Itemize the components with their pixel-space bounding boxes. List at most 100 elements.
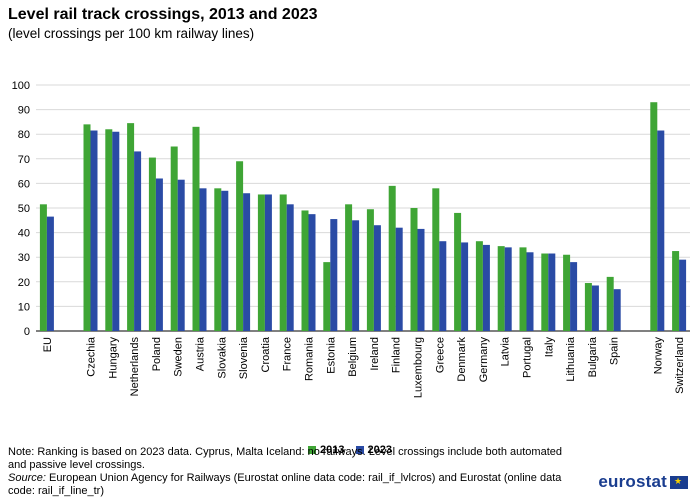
source-line-1: Source: European Union Agency for Railwa… — [8, 472, 598, 485]
bar-latvia-2023 — [504, 247, 512, 331]
bar-ireland-2013 — [366, 209, 374, 331]
bar-sweden-2023 — [177, 179, 185, 331]
bar-czechia-2023 — [90, 130, 98, 331]
bar-luxembourg-2023 — [417, 228, 425, 331]
bar-france-2013 — [279, 194, 287, 331]
y-tick-label-10: 10 — [18, 301, 30, 313]
bar-denmark-2023 — [461, 242, 469, 331]
footnote: Note: Ranking is based on 2023 data. Cyp… — [8, 446, 598, 498]
x-tick-label-denmark: Denmark — [456, 337, 468, 382]
bar-norway-2023 — [657, 130, 665, 331]
x-tick-label-latvia: Latvia — [500, 336, 512, 366]
y-tick-label-20: 20 — [18, 277, 30, 289]
bar-switzerland-2013 — [672, 251, 680, 331]
x-tick-label-germany: Germany — [478, 337, 490, 383]
y-tick-label-100: 100 — [12, 80, 30, 92]
bar-portugal-2023 — [526, 252, 534, 331]
bar-czechia-2013 — [83, 124, 91, 331]
legend-item-2013: 2013 — [307, 444, 345, 456]
x-tick-label-eu: EU — [42, 337, 54, 352]
bar-poland-2023 — [155, 178, 163, 331]
bar-ireland-2023 — [373, 225, 381, 331]
bar-poland-2013 — [148, 157, 156, 331]
bar-netherlands-2023 — [134, 151, 142, 331]
x-tick-label-czechia: Czechia — [86, 336, 98, 377]
bar-slovenia-2013 — [236, 161, 244, 331]
bar-spain-2013 — [606, 276, 614, 331]
x-tick-label-poland: Poland — [151, 337, 163, 371]
y-tick-label-60: 60 — [18, 178, 30, 190]
bar-italy-2013 — [541, 253, 549, 331]
x-tick-label-slovakia: Slovakia — [216, 336, 228, 378]
source-line-2: code: rail_if_line_tr) — [8, 485, 104, 497]
bar-germany-2013 — [475, 241, 483, 331]
bar-switzerland-2023 — [679, 259, 687, 331]
source-text-1: European Union Agency for Railways (Euro… — [45, 472, 562, 484]
x-tick-label-bulgaria: Bulgaria — [587, 336, 599, 377]
x-tick-label-lithuania: Lithuania — [565, 336, 577, 382]
bar-italy-2023 — [548, 253, 556, 331]
bar-finland-2023 — [395, 227, 403, 331]
bar-portugal-2013 — [519, 247, 527, 331]
y-tick-label-40: 40 — [18, 228, 30, 240]
bar-austria-2023 — [199, 188, 207, 331]
bar-norway-2013 — [650, 102, 658, 331]
bar-bulgaria-2013 — [584, 283, 592, 331]
x-tick-label-estonia: Estonia — [325, 336, 337, 374]
legend: 2013 2023 — [0, 444, 700, 457]
bar-hungary-2023 — [112, 131, 120, 331]
bar-belgium-2013 — [345, 204, 353, 331]
bar-romania-2023 — [308, 214, 316, 331]
y-tick-label-80: 80 — [18, 129, 30, 141]
x-tick-label-slovenia: Slovenia — [238, 336, 250, 379]
bar-luxembourg-2013 — [410, 208, 418, 331]
chart-subtitle: (level crossings per 100 km railway line… — [8, 26, 255, 41]
y-tick-label-50: 50 — [18, 203, 30, 215]
bar-germany-2023 — [482, 244, 490, 331]
bar-slovakia-2023 — [221, 190, 229, 331]
legend-label-2023: 2023 — [367, 444, 393, 456]
eu-flag-icon — [670, 475, 688, 489]
y-tick-label-0: 0 — [24, 326, 30, 338]
logo-text: eurostat — [598, 472, 667, 491]
x-tick-label-luxembourg: Luxembourg — [413, 337, 425, 398]
legend-label-2013: 2013 — [319, 444, 345, 456]
x-tick-label-portugal: Portugal — [522, 337, 534, 378]
x-tick-label-italy: Italy — [543, 337, 555, 358]
bar-chart: 0 10 20 30 40 50 60 70 80 90 100 EU Czechia Hungary Ne… — [12, 80, 690, 398]
x-tick-label-austria: Austria — [195, 336, 207, 371]
bar-bulgaria-2023 — [591, 285, 599, 331]
y-tick-label-30: 30 — [18, 252, 30, 264]
y-tick-label-90: 90 — [18, 105, 30, 117]
x-tick-label-belgium: Belgium — [347, 337, 359, 377]
bar-croatia-2013 — [257, 194, 265, 331]
bar-spain-2023 — [613, 289, 621, 331]
x-tick-label-norway: Norway — [652, 337, 664, 375]
bar-lithuania-2023 — [570, 262, 578, 331]
bar-france-2023 — [286, 204, 294, 331]
bar-netherlands-2013 — [127, 123, 135, 331]
x-tick-label-france: France — [282, 337, 294, 371]
x-tick-label-greece: Greece — [434, 337, 446, 373]
note-line-2: and passive level crossings. — [8, 459, 145, 471]
bar-estonia-2023 — [330, 219, 338, 331]
bar-croatia-2023 — [264, 194, 272, 331]
x-tick-label-spain: Spain — [609, 337, 621, 365]
x-tick-label-sweden: Sweden — [173, 337, 185, 377]
bar-eu-2013 — [39, 204, 47, 331]
bar-latvia-2013 — [497, 246, 505, 331]
x-tick-label-romania: Romania — [304, 336, 316, 381]
x-tick-label-switzerland: Switzerland — [674, 337, 686, 394]
legend-swatch-2023 — [355, 446, 364, 454]
legend-swatch-2013 — [307, 446, 316, 454]
legend-item-2023: 2023 — [355, 444, 393, 456]
bar-slovakia-2013 — [214, 188, 222, 331]
eurostat-logo[interactable]: eurostat — [598, 472, 688, 492]
bar-slovenia-2023 — [243, 193, 251, 331]
bar-belgium-2023 — [352, 220, 360, 331]
x-tick-label-ireland: Ireland — [369, 337, 381, 371]
bar-greece-2023 — [439, 241, 447, 331]
bar-denmark-2013 — [454, 212, 462, 331]
bar-austria-2013 — [192, 126, 200, 331]
note-line-1: Note: Ranking is based on 2023 data. Cyp… — [8, 446, 562, 458]
